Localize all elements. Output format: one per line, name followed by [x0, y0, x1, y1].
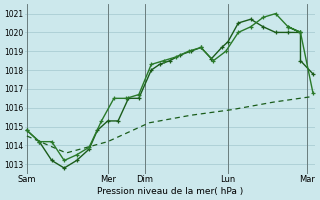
X-axis label: Pression niveau de la mer( hPa ): Pression niveau de la mer( hPa ) — [97, 187, 243, 196]
